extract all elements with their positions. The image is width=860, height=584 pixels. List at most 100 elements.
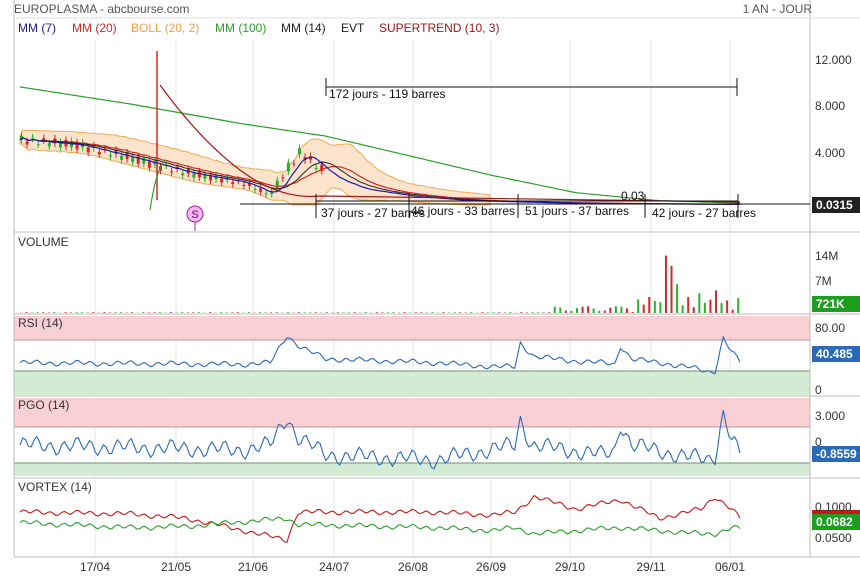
volume-bar (576, 308, 578, 313)
period-label[interactable]: 1 AN - JOUR (743, 2, 812, 16)
legend-mm20[interactable]: MM (20) (72, 21, 117, 35)
volume-bar (309, 312, 311, 313)
volume-bar (348, 312, 350, 313)
price-candle (298, 148, 301, 154)
price-candle (181, 173, 184, 175)
price-candle (148, 161, 151, 167)
volume-bar (632, 312, 634, 313)
legend-mm100[interactable]: MM (100) (215, 21, 266, 35)
volume-bar (315, 312, 317, 313)
price-candle (109, 155, 112, 156)
volume-bar (704, 303, 706, 313)
rsi-label: RSI (14) (18, 316, 63, 330)
volume-bar (520, 312, 522, 313)
volume-bar (709, 300, 711, 313)
rsi-tick-0: 0 (815, 383, 822, 397)
price-last-badge: 0.0315 (812, 197, 860, 213)
date-label: 21/05 (161, 560, 191, 574)
volume-bar (259, 312, 261, 313)
price-candle (26, 141, 29, 144)
annotation-172-jours: 172 jours - 119 barres (329, 87, 446, 101)
date-label: 17/04 (80, 560, 110, 574)
legend-supertrend[interactable]: SUPERTREND (10, 3) (379, 21, 499, 35)
price-candle (276, 181, 279, 189)
volume-bar (192, 312, 194, 313)
legend-boll[interactable]: BOLL (20, 2) (131, 21, 199, 35)
volume-bar (737, 298, 739, 313)
rsi-line (20, 337, 740, 374)
volume-bar (554, 307, 556, 313)
legend-mm14[interactable]: MM (14) (281, 21, 326, 35)
volume-bar (170, 312, 172, 313)
volume-bar (76, 312, 78, 313)
volume-bar (153, 312, 155, 313)
volume-bar (237, 312, 239, 313)
volume-bar (431, 312, 433, 313)
volume-bar (53, 312, 55, 313)
volume-bar (509, 312, 511, 313)
legend-mm7[interactable]: MM (7) (18, 21, 56, 35)
price-candle (259, 188, 262, 191)
rsi-oversold-zone (14, 371, 810, 395)
volume-bar (654, 301, 656, 313)
volume-bar (81, 312, 83, 313)
volume-bar (426, 312, 428, 313)
volume-bar (615, 306, 617, 313)
volume-bar (376, 312, 378, 313)
price-candle (87, 147, 90, 152)
pgo-upper-zone (14, 398, 810, 427)
date-label: 06/01 (715, 560, 745, 574)
volume-bar (620, 307, 622, 313)
pgo-lower-zone (14, 463, 810, 476)
volume-bar (181, 312, 183, 313)
annotation-37-jours: 37 jours - 27 barres (321, 206, 425, 220)
volume-bar (726, 301, 728, 313)
volume-bar (159, 312, 161, 313)
volume-bar (209, 312, 211, 313)
volume-bar (187, 312, 189, 313)
price-candle (265, 193, 268, 194)
price-tick-12: 12.000 (815, 53, 852, 67)
price-candle (120, 156, 123, 160)
date-label: 29/11 (636, 560, 665, 574)
vortex-tick-005: 0.0500 (815, 531, 852, 545)
pgo-tick-3: 3.000 (815, 409, 845, 423)
volume-bar (37, 312, 39, 313)
volume-bar (532, 312, 534, 313)
volume-bar (721, 303, 723, 313)
vortex-label: VORTEX (14) (18, 480, 92, 494)
volume-bar (64, 312, 66, 313)
volume-tick-14m: 14M (815, 249, 838, 263)
volume-bar (220, 312, 222, 313)
price-candle (37, 144, 40, 145)
annotation-46-jours: 46 jours - 33 barres (411, 204, 515, 218)
volume-bar (131, 312, 133, 313)
volume-bar (326, 312, 328, 313)
volume-bar (693, 307, 695, 313)
volume-bar (698, 293, 700, 313)
legend-evt[interactable]: EVT (341, 21, 364, 35)
annotation-51-jours: 51 jours - 37 barres (525, 204, 629, 218)
volume-bar (570, 311, 572, 313)
volume-bar (354, 312, 356, 313)
volume-bar (420, 312, 422, 313)
price-candle (287, 163, 290, 172)
price-candle (220, 179, 223, 183)
volume-last-badge: 721K (812, 296, 860, 312)
vortex-minus-line (20, 496, 740, 543)
price-candle (315, 168, 318, 169)
volume-bar (671, 266, 673, 313)
volume-bar (198, 312, 200, 313)
volume-bar (443, 312, 445, 313)
volume-bar (109, 312, 111, 313)
volume-bar (381, 312, 383, 313)
volume-bar (365, 312, 367, 313)
price-candle (254, 189, 257, 190)
price-candle (270, 192, 273, 194)
date-label: 21/06 (238, 560, 268, 574)
volume-bar (120, 312, 122, 313)
date-label: 24/07 (319, 560, 349, 574)
volume-bar (481, 312, 483, 313)
volume-bar (142, 312, 144, 313)
